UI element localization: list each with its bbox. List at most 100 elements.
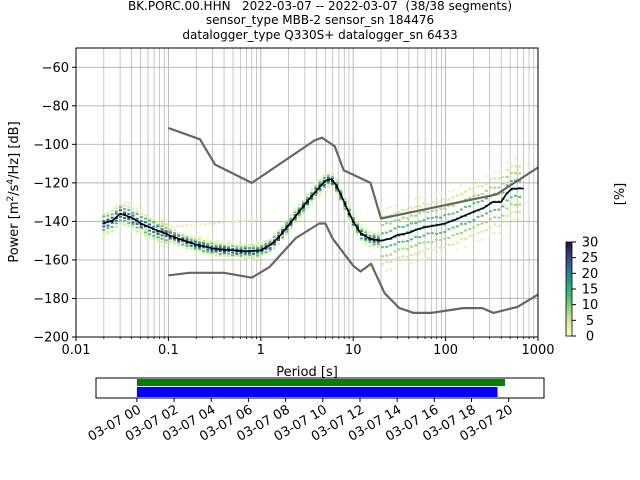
density-cell bbox=[143, 234, 147, 237]
density-cell bbox=[268, 240, 272, 243]
density-cell bbox=[518, 172, 522, 175]
density-cell bbox=[443, 214, 447, 217]
density-cell bbox=[306, 196, 310, 199]
density-cell bbox=[509, 196, 513, 199]
density-cell bbox=[480, 230, 484, 233]
density-cell bbox=[434, 216, 438, 219]
density-cell bbox=[197, 240, 201, 243]
density-cell bbox=[139, 220, 143, 223]
density-cell bbox=[297, 218, 301, 221]
density-cell bbox=[318, 193, 322, 196]
density-cell bbox=[206, 250, 210, 253]
density-cell bbox=[206, 240, 210, 243]
density-cell bbox=[206, 248, 210, 251]
density-cell bbox=[385, 260, 389, 263]
density-cell bbox=[464, 245, 468, 248]
density-cell bbox=[393, 204, 397, 207]
density-cell bbox=[393, 250, 397, 253]
density-cell bbox=[247, 252, 251, 255]
density-cell bbox=[430, 201, 434, 204]
density-cell bbox=[189, 244, 193, 247]
density-cell bbox=[368, 231, 372, 234]
density-cell bbox=[173, 239, 177, 242]
density-cell bbox=[418, 197, 422, 200]
density-cell bbox=[497, 216, 501, 219]
density-cell bbox=[260, 253, 264, 256]
density-cell bbox=[206, 253, 210, 256]
density-cell bbox=[222, 244, 226, 247]
density-cell bbox=[426, 203, 430, 206]
density-cell bbox=[343, 209, 347, 212]
density-cell bbox=[214, 239, 218, 242]
density-cell bbox=[518, 196, 522, 199]
x-tick-label: 1000 bbox=[521, 343, 554, 358]
density-cell bbox=[168, 230, 172, 233]
density-cell bbox=[393, 219, 397, 222]
density-cell bbox=[143, 214, 147, 217]
density-cell bbox=[218, 240, 222, 243]
density-cell bbox=[118, 219, 122, 222]
density-cell bbox=[513, 210, 517, 213]
density-cell bbox=[447, 213, 451, 216]
density-cell bbox=[405, 240, 409, 243]
density-cell bbox=[484, 221, 488, 224]
density-cell bbox=[156, 236, 160, 239]
density-cell bbox=[131, 214, 135, 217]
density-cell bbox=[484, 197, 488, 200]
density-cell bbox=[235, 252, 239, 255]
density-cell bbox=[110, 221, 114, 224]
density-cell bbox=[281, 222, 285, 225]
density-cell bbox=[210, 255, 214, 258]
density-cell bbox=[135, 232, 139, 235]
density-cell bbox=[360, 238, 364, 241]
density-cell bbox=[202, 246, 206, 249]
median-line bbox=[103, 178, 524, 253]
density-cell bbox=[289, 229, 293, 232]
density-cell bbox=[177, 241, 181, 244]
density-cell bbox=[505, 223, 509, 226]
density-cell bbox=[239, 257, 243, 260]
density-cell bbox=[293, 209, 297, 212]
density-cell bbox=[143, 237, 147, 240]
density-cell bbox=[372, 240, 376, 243]
density-cell bbox=[422, 241, 426, 244]
density-cell bbox=[468, 234, 472, 237]
density-cell bbox=[118, 222, 122, 225]
y-tick-label: −80 bbox=[42, 99, 69, 114]
density-cell bbox=[199, 223, 203, 226]
density-cell bbox=[439, 207, 443, 210]
density-cell bbox=[281, 228, 285, 231]
density-cell bbox=[135, 222, 139, 225]
density-cell bbox=[372, 246, 376, 249]
density-cell bbox=[401, 247, 405, 250]
density-cell bbox=[231, 220, 235, 223]
density-cell bbox=[193, 245, 197, 248]
density-cell bbox=[168, 242, 172, 245]
density-cell bbox=[102, 234, 106, 237]
y-tick-label: −140 bbox=[33, 215, 69, 230]
density-cell bbox=[505, 207, 509, 210]
density-cell bbox=[464, 229, 468, 232]
density-cell bbox=[397, 241, 401, 244]
density-cell bbox=[385, 215, 389, 218]
density-cell bbox=[422, 210, 426, 213]
density-cell bbox=[405, 255, 409, 258]
density-cell bbox=[118, 204, 122, 207]
density-cell bbox=[306, 206, 310, 209]
density-cell bbox=[210, 242, 214, 245]
density-cell bbox=[289, 223, 293, 226]
density-cell bbox=[148, 227, 152, 230]
density-cell bbox=[193, 237, 197, 240]
density-cell bbox=[430, 216, 434, 219]
density-cell bbox=[355, 221, 359, 224]
density-cell bbox=[256, 242, 260, 245]
density-cell bbox=[410, 245, 414, 248]
density-cell bbox=[143, 225, 147, 228]
x-tick-label: 0.1 bbox=[158, 343, 179, 358]
density-cell bbox=[414, 197, 418, 200]
density-cell bbox=[214, 250, 218, 253]
density-cell bbox=[459, 184, 463, 187]
density-cell bbox=[447, 198, 451, 201]
density-cell bbox=[239, 254, 243, 257]
